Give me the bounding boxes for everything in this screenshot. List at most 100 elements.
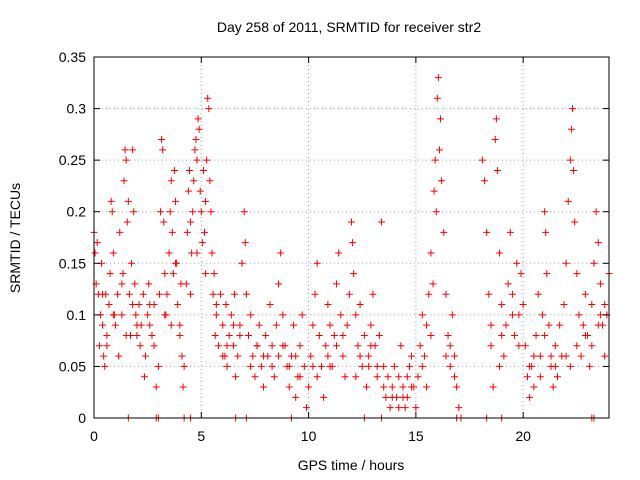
data-point [199, 166, 207, 174]
data-point [491, 136, 499, 144]
data-point [423, 383, 431, 391]
plot-frame [93, 56, 610, 419]
data-point [437, 115, 445, 123]
data-point [601, 301, 609, 309]
data-point [214, 342, 222, 350]
data-point [388, 393, 396, 401]
data-point [350, 270, 358, 278]
data-point [547, 352, 555, 360]
data-point [144, 311, 152, 319]
data-point [212, 301, 220, 309]
data-point [240, 208, 248, 216]
data-point [131, 280, 139, 288]
data-point [146, 321, 154, 329]
data-point [554, 373, 561, 381]
data-point [197, 208, 205, 216]
data-point [567, 125, 575, 133]
data-point [139, 290, 147, 298]
data-point [266, 301, 274, 309]
data-point [279, 311, 287, 319]
data-point [483, 228, 491, 236]
data-point [236, 321, 244, 329]
data-point [451, 352, 458, 360]
data-point [326, 321, 334, 329]
data-point [575, 311, 583, 319]
data-point [573, 342, 581, 350]
data-point [341, 373, 349, 381]
data-point [519, 301, 527, 309]
data-point [109, 311, 117, 319]
data-point [592, 208, 600, 216]
data-point [581, 290, 589, 298]
data-point [111, 321, 119, 329]
data-point [123, 218, 131, 226]
data-point [543, 270, 551, 278]
data-point [99, 290, 107, 298]
data-point [365, 352, 373, 360]
data-point [106, 270, 114, 278]
data-point [386, 404, 394, 412]
data-point [399, 383, 407, 391]
data-point [352, 311, 360, 319]
data-point [530, 383, 538, 391]
data-point [536, 352, 544, 360]
data-point [155, 290, 163, 298]
data-point [217, 290, 225, 298]
data-point [538, 311, 546, 319]
data-point [311, 290, 319, 298]
data-point [521, 342, 529, 350]
data-point [167, 321, 175, 329]
data-point [227, 311, 235, 319]
data-point [446, 342, 454, 350]
x-tick-label: 20 [515, 428, 531, 444]
data-point [498, 301, 506, 309]
data-point [332, 280, 340, 288]
data-point [343, 321, 351, 329]
data-point [146, 301, 154, 309]
data-point [253, 342, 261, 350]
data-point [577, 352, 585, 360]
data-point [183, 228, 191, 236]
data-point [172, 197, 180, 205]
data-point [165, 249, 173, 257]
data-point [339, 331, 347, 339]
y-tick-label: 0.1 [67, 307, 87, 323]
data-point [455, 404, 463, 412]
data-point [320, 393, 328, 401]
data-point [207, 208, 215, 216]
data-point [260, 352, 268, 360]
data-point [174, 301, 182, 309]
x-tick-label: 0 [90, 428, 98, 444]
data-point [373, 373, 381, 381]
data-point [222, 301, 230, 309]
data-point [570, 166, 578, 174]
data-point [324, 301, 332, 309]
data-point [442, 290, 450, 298]
data-point [247, 311, 255, 319]
data-point [444, 331, 452, 339]
data-point [382, 393, 390, 401]
data-point [187, 290, 195, 298]
data-point [195, 125, 203, 133]
data-point [95, 342, 103, 350]
data-point [365, 362, 373, 370]
data-point [560, 301, 568, 309]
data-point [114, 290, 122, 298]
data-point [517, 270, 525, 278]
data-point [272, 321, 280, 329]
data-point [451, 373, 458, 381]
data-point [285, 362, 293, 370]
data-point [163, 290, 171, 298]
data-point [285, 383, 293, 391]
data-point [380, 383, 388, 391]
y-axis-label: SRMTID / TECUs [7, 183, 23, 293]
data-point [159, 146, 167, 154]
data-point [601, 352, 609, 360]
grid-lines [94, 57, 609, 418]
data-point [109, 249, 117, 257]
data-point [498, 331, 506, 339]
data-point [534, 290, 542, 298]
data-point [120, 177, 128, 185]
data-point [526, 393, 534, 401]
data-point [564, 197, 572, 205]
